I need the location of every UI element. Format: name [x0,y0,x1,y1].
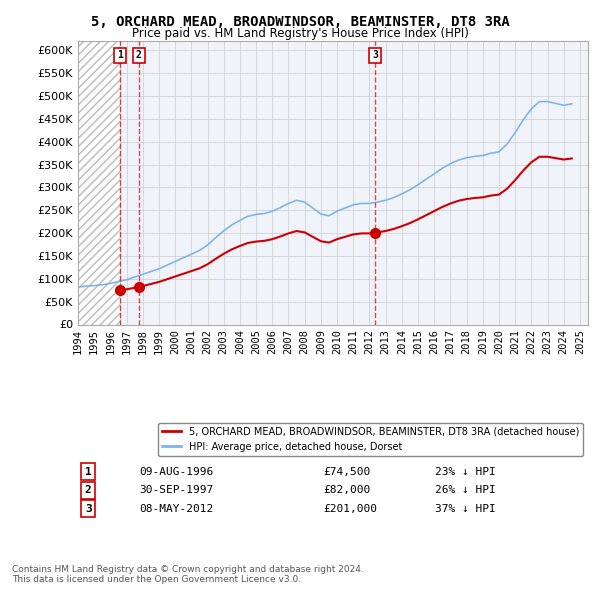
Text: 30-SEP-1997: 30-SEP-1997 [139,485,214,495]
Text: 1: 1 [85,467,92,477]
Text: 2: 2 [136,51,142,60]
Text: Price paid vs. HM Land Registry's House Price Index (HPI): Price paid vs. HM Land Registry's House … [131,27,469,40]
Text: 1: 1 [117,51,123,60]
Text: 08-MAY-2012: 08-MAY-2012 [139,504,214,513]
Legend: 5, ORCHARD MEAD, BROADWINDSOR, BEAMINSTER, DT8 3RA (detached house), HPI: Averag: 5, ORCHARD MEAD, BROADWINDSOR, BEAMINSTE… [158,423,583,455]
Text: 3: 3 [372,51,378,60]
Text: 5, ORCHARD MEAD, BROADWINDSOR, BEAMINSTER, DT8 3RA: 5, ORCHARD MEAD, BROADWINDSOR, BEAMINSTE… [91,15,509,29]
Bar [78,41,120,325]
Text: 09-AUG-1996: 09-AUG-1996 [139,467,214,477]
Text: £82,000: £82,000 [323,485,370,495]
Text: 2: 2 [85,485,92,495]
Text: 3: 3 [85,504,92,513]
Text: 23% ↓ HPI: 23% ↓ HPI [435,467,496,477]
Text: £201,000: £201,000 [323,504,377,513]
Text: 26% ↓ HPI: 26% ↓ HPI [435,485,496,495]
Text: 37% ↓ HPI: 37% ↓ HPI [435,504,496,513]
Text: Contains HM Land Registry data © Crown copyright and database right 2024.
This d: Contains HM Land Registry data © Crown c… [12,565,364,584]
Text: £74,500: £74,500 [323,467,370,477]
